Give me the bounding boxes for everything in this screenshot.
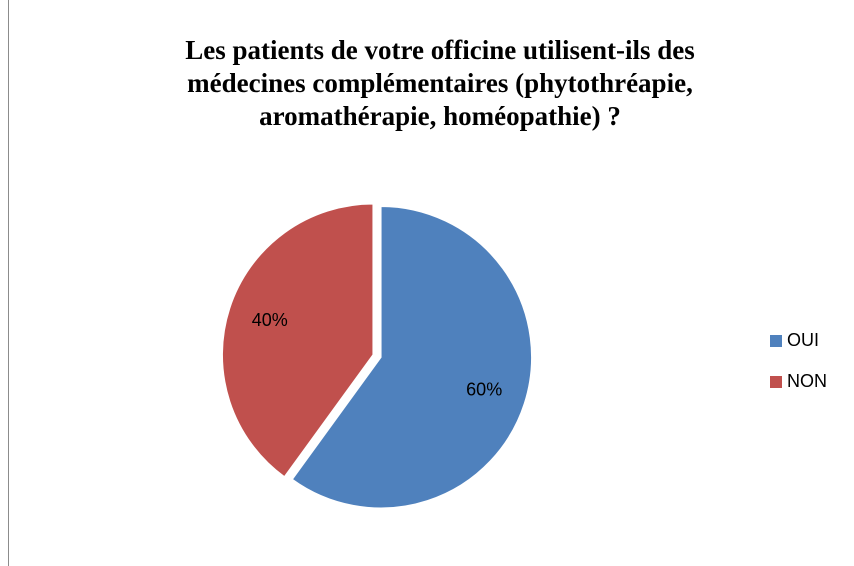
data-label: 40% [252,310,288,330]
legend-label: NON [787,371,827,391]
pie-slice [221,203,374,478]
chart-border [8,0,9,566]
data-label: 60% [466,380,502,400]
pie-slice [291,205,533,509]
legend-swatch [770,335,782,347]
legend-label: OUI [787,330,819,350]
chart-title: Les patients de votre officine utilisent… [185,35,695,131]
legend-swatch [770,376,782,388]
